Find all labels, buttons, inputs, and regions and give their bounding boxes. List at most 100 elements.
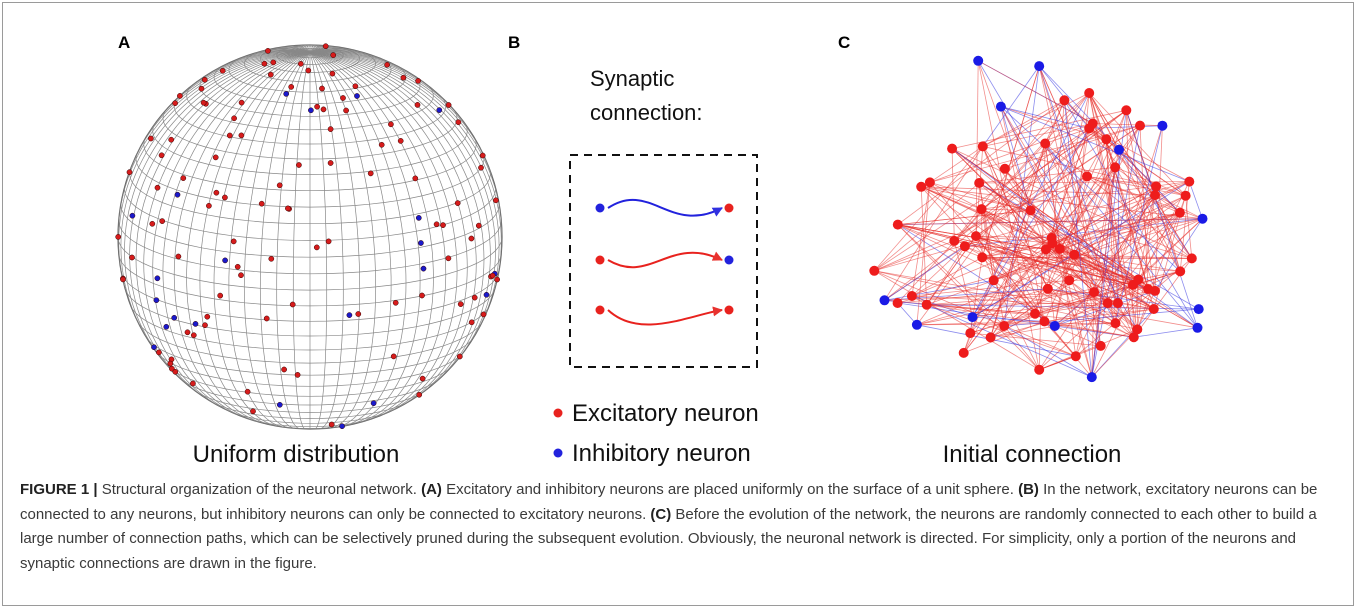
neuron-dot <box>218 293 223 298</box>
network-node <box>1103 298 1113 308</box>
neuron-dot <box>262 61 267 66</box>
neuron-dot <box>347 313 352 318</box>
panel-caption: Uniform distribution <box>193 441 400 468</box>
neuron-dot <box>329 422 334 427</box>
neuron-dot <box>127 170 132 175</box>
network-node <box>1039 316 1049 326</box>
neuron-dot <box>202 77 207 82</box>
neuron-dot <box>269 256 274 261</box>
network-node <box>949 236 959 246</box>
neuron-dot <box>264 316 269 321</box>
network-node <box>1187 253 1197 263</box>
neuron-dot <box>148 136 153 141</box>
network-node <box>971 231 981 241</box>
network-node <box>1149 304 1159 314</box>
neuron-dot <box>458 302 463 307</box>
network-node <box>977 204 987 214</box>
network-node <box>1082 171 1092 181</box>
neuron-dot <box>476 223 481 228</box>
neuron-dot <box>418 240 423 245</box>
neuron-dot <box>290 302 295 307</box>
neuron-dot <box>201 100 206 105</box>
neuron-dot <box>440 223 445 228</box>
neuron-dot <box>306 68 311 73</box>
network-node <box>907 291 917 301</box>
network-node <box>973 56 983 66</box>
network-node <box>1101 134 1111 144</box>
network-node <box>1113 298 1123 308</box>
network-node <box>986 332 996 342</box>
neuron-dot <box>326 239 331 244</box>
network-node <box>968 312 978 322</box>
neuron-dot <box>239 100 244 105</box>
neuron-dot <box>238 273 243 278</box>
neuron-dot <box>398 138 403 143</box>
network-node <box>1071 351 1081 361</box>
neuron-dot <box>120 277 125 282</box>
network-node <box>1150 286 1160 296</box>
neuron-dot <box>154 298 159 303</box>
neuron-dot <box>330 71 335 76</box>
network-node <box>922 300 932 310</box>
neuron-dot <box>344 108 349 113</box>
network-node <box>1150 190 1160 200</box>
network-node <box>1089 287 1099 297</box>
legend-dot <box>554 409 563 418</box>
network-node <box>1193 323 1203 333</box>
caption-tag: (B) <box>1018 481 1039 498</box>
network-node <box>1175 208 1185 218</box>
neuron-dot <box>150 221 155 226</box>
network-node <box>1128 280 1138 290</box>
neuron-dot <box>277 183 282 188</box>
network-node <box>960 241 970 251</box>
network-node <box>1040 139 1050 149</box>
neuron-dot <box>176 254 181 259</box>
neuron-dot <box>478 165 483 170</box>
edge <box>978 61 1093 124</box>
neuron-dot <box>172 315 177 320</box>
neuron-dot <box>168 361 173 366</box>
network-node <box>893 298 903 308</box>
neuron-dot <box>190 381 195 386</box>
network-node <box>1111 318 1121 328</box>
network-node <box>1030 309 1040 319</box>
neuron-dot <box>456 120 461 125</box>
neuron-dot <box>156 350 161 355</box>
neuron-dot <box>199 86 204 91</box>
neuron-dot <box>265 48 270 53</box>
neuron-dot <box>388 122 393 127</box>
neuron-dot <box>416 215 421 220</box>
neuron-dot <box>277 402 282 407</box>
neuron-dot <box>284 91 289 96</box>
neuron-dot <box>434 222 439 227</box>
network-node <box>1034 61 1044 71</box>
neuron-dot <box>298 61 303 66</box>
sphere <box>116 44 502 429</box>
edge <box>874 146 983 270</box>
neuron-dot <box>296 162 301 167</box>
network-node <box>978 141 988 151</box>
network-node <box>974 178 984 188</box>
neuron-dot <box>379 142 384 147</box>
figure-page: A B C Uniform distribution Synaptic conn… <box>0 0 1358 610</box>
network-node <box>1181 191 1191 201</box>
network-node <box>893 220 903 230</box>
edge <box>874 241 954 271</box>
network-node <box>959 348 969 358</box>
panel-label: C <box>838 33 850 52</box>
panel-heading: connection: <box>590 100 703 125</box>
neuron-dot <box>457 354 462 359</box>
neuron-dot <box>191 333 196 338</box>
neuron-dot <box>416 78 421 83</box>
neuron-dot <box>169 137 174 142</box>
neuron-dot <box>185 330 190 335</box>
neuron-dot <box>223 258 228 263</box>
neuron-dot <box>469 320 474 325</box>
neuron-dot <box>193 321 198 326</box>
legend-text: Excitatory neuron <box>572 400 759 427</box>
neuron-dot <box>206 203 211 208</box>
network-node <box>1110 162 1120 172</box>
neuron-dot <box>213 155 218 160</box>
neuron-dot <box>340 95 345 100</box>
neuron-dot <box>354 93 359 98</box>
